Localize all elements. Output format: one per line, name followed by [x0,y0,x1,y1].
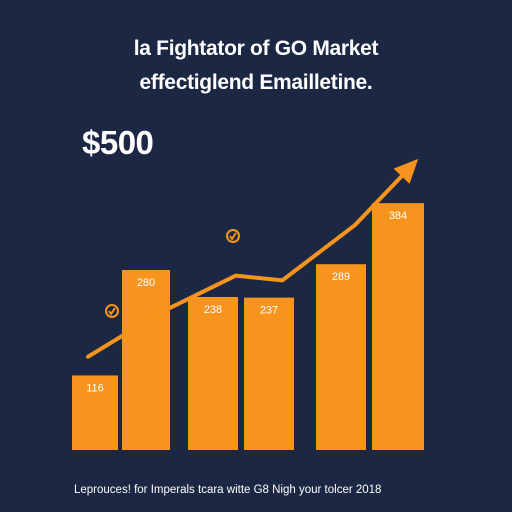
bar-6 [372,203,424,450]
trend-arrowhead [393,158,419,184]
check-icon [105,304,119,318]
bar-label-6: 384 [389,210,407,222]
bar-2 [122,270,170,450]
footer-caption: Leprouces! for Imperals tcara witte G8 N… [74,484,382,496]
bar-label-3: 238 [204,304,222,316]
check-icon [226,229,240,243]
title-line-2: effectiglend Emailletine. [139,71,373,94]
trend-line [86,165,412,359]
bar-label-2: 280 [137,277,155,289]
bar-3 [188,297,238,450]
bar-4 [244,297,294,450]
chart-title: la Fightator of GO Market effectiglend E… [0,32,512,100]
headline-value: $500 [82,124,154,161]
bar-label-4: 237 [260,305,278,317]
bar-1 [72,375,118,450]
bar-5 [316,264,366,450]
bar-label-5: 289 [332,271,350,283]
title-line-1: la Fightator of GO Market [133,37,379,60]
bar-label-1: 116 [86,382,104,394]
